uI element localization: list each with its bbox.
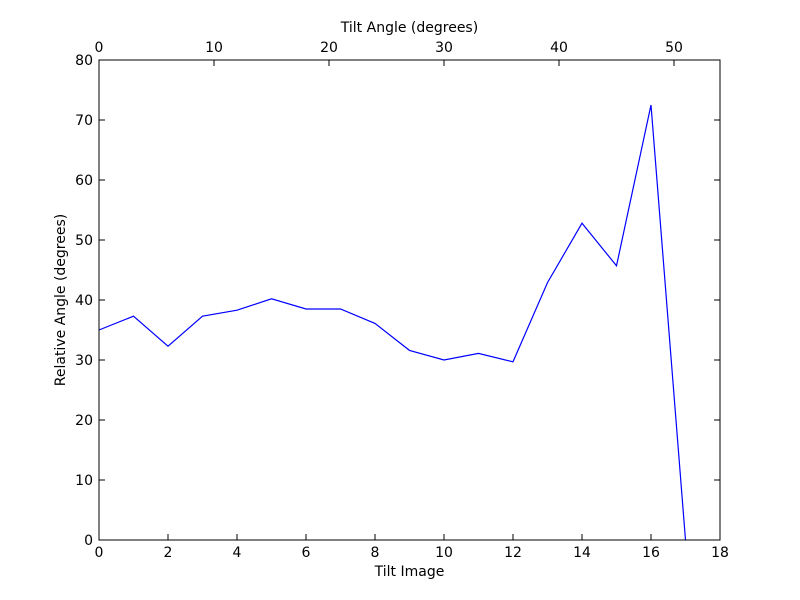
x-tick-label: 14 bbox=[573, 545, 591, 561]
x-tick-label: 16 bbox=[642, 545, 660, 561]
x-tick-label: 12 bbox=[504, 545, 522, 561]
y-tick-label: 10 bbox=[75, 473, 93, 489]
x-tick-label: 8 bbox=[371, 545, 380, 561]
x-tick-label: 6 bbox=[302, 545, 311, 561]
top-x-tick-label: 40 bbox=[550, 40, 568, 56]
series-line bbox=[98, 104, 687, 541]
x-tick-label: 2 bbox=[164, 545, 173, 561]
plot-area bbox=[99, 60, 720, 540]
top-x-axis-title: Tilt Angle (degrees) bbox=[340, 20, 478, 36]
top-x-tick-label: 20 bbox=[320, 40, 338, 56]
top-x-tick-label: 30 bbox=[435, 40, 453, 56]
top-x-tick-label: 0 bbox=[95, 40, 104, 56]
y-tick-label: 30 bbox=[75, 353, 93, 369]
x-tick-label: 10 bbox=[435, 545, 453, 561]
x-tick-label: 4 bbox=[233, 545, 242, 561]
y-tick-label: 20 bbox=[75, 413, 93, 429]
x-tick-label: 0 bbox=[95, 545, 104, 561]
y-tick-label: 70 bbox=[75, 113, 93, 129]
series-layer bbox=[98, 104, 687, 541]
top-x-tick-label: 50 bbox=[665, 40, 683, 56]
y-tick-label: 40 bbox=[75, 293, 93, 309]
ticks-layer: 0 2 4 6 8 10 12 14 16 18 0 10 20 30 40 50 0 10 20 30 40 50 60 7… bbox=[75, 40, 729, 561]
top-x-tick-label: 10 bbox=[205, 40, 223, 56]
y-tick-label: 80 bbox=[75, 53, 93, 69]
y-tick-label: 50 bbox=[75, 233, 93, 249]
y-axis-title: Relative Angle (degrees) bbox=[53, 214, 69, 386]
y-tick-label: 60 bbox=[75, 173, 93, 189]
y-tick-label: 0 bbox=[84, 533, 93, 549]
x-tick-label: 18 bbox=[711, 545, 729, 561]
x-axis-title: Tilt Image bbox=[374, 564, 445, 580]
plot-frame bbox=[98, 59, 721, 541]
